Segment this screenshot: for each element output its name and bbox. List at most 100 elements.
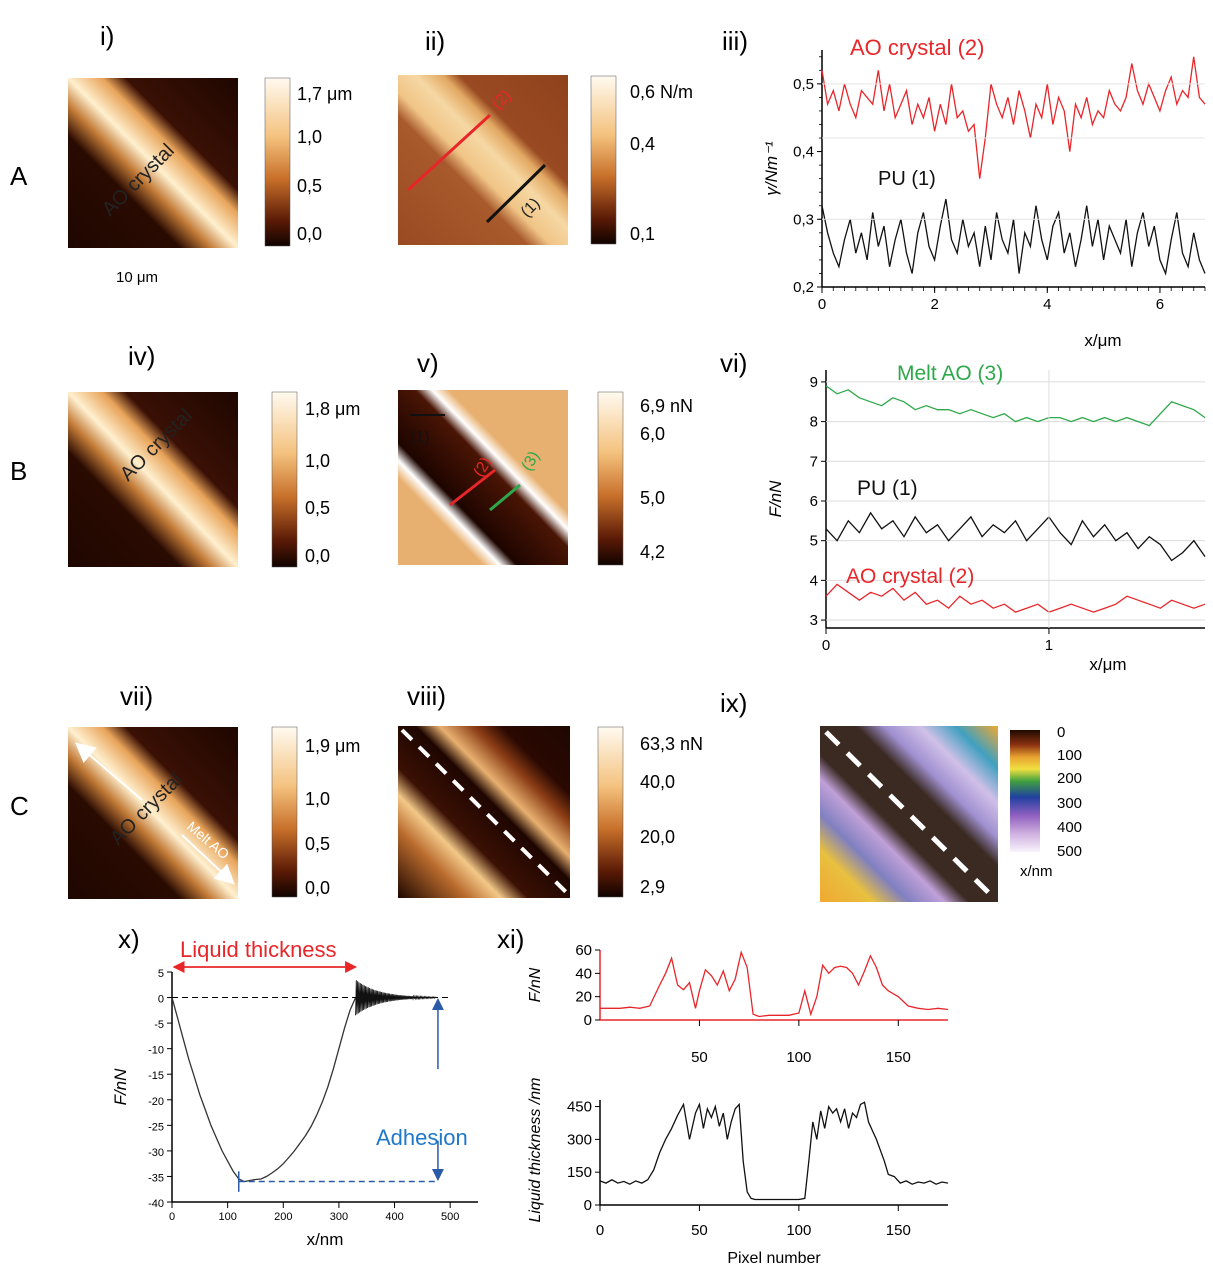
series-line <box>599 1101 949 1201</box>
x-tick-label: 300 <box>330 1211 348 1223</box>
cbar-v-tick: 5,0 <box>640 488 665 508</box>
x-tick-label: 500 <box>441 1211 459 1223</box>
afm-image-iv: AO crystal <box>68 392 238 567</box>
x-axis-label: x/nm <box>307 1230 344 1249</box>
cbar-vii-tick: 1,9 μm <box>305 736 360 756</box>
y-tick-label: 0,5 <box>793 76 814 93</box>
panel-label-x: x) <box>118 924 140 954</box>
oscillation-line <box>355 980 437 1016</box>
y-axis-label: F/nN <box>111 1068 130 1106</box>
x-axis-label: x/μm <box>1089 655 1126 674</box>
cbar-v-tick: 6,0 <box>640 424 665 444</box>
colorbar-viii: 63,3 nN 40,0 20,0 2,9 <box>597 726 703 898</box>
y-tick-label: 0 <box>584 1012 592 1029</box>
cbar-vii-tick: 0,5 <box>305 834 330 854</box>
cbar-iv-tick: 1,8 μm <box>305 399 360 419</box>
colorbar-ii: 0,6 N/m 0,4 0,1 <box>590 75 693 245</box>
row-label-c: C <box>10 791 29 821</box>
series-line <box>825 511 1206 562</box>
x-tick-label: 100 <box>218 1211 236 1223</box>
y-tick-label: 0,4 <box>793 144 814 161</box>
series-line <box>821 198 1206 276</box>
y-tick-label: 300 <box>567 1131 592 1148</box>
series-label-pu: PU (1) <box>857 477 918 500</box>
y-tick-label: 40 <box>575 965 592 982</box>
y-tick-label: 5 <box>158 968 164 980</box>
x-tick-label: 150 <box>886 1222 911 1239</box>
x-tick-label: 50 <box>691 1049 708 1066</box>
cbar-i-tick: 0,5 <box>297 176 322 196</box>
y-tick-label: -5 <box>154 1019 164 1031</box>
colorbar-i: 1,7 μm 1,0 0,5 0,0 <box>264 77 352 247</box>
cbar-ii-tick: 0,6 N/m <box>630 82 693 102</box>
cbar-viii-tick: 20,0 <box>640 827 675 847</box>
cbar-ii-tick: 0,4 <box>630 134 655 154</box>
series-label-pu: PU (1) <box>878 168 936 190</box>
x-tick-label: 100 <box>786 1049 811 1066</box>
panel-label-vii: vii) <box>120 681 153 711</box>
y-tick-label: 0 <box>584 1197 592 1214</box>
y-tick-label: -25 <box>148 1121 164 1133</box>
panel-label-ii: ii) <box>425 26 445 56</box>
cbar-ix-unit: x/nm <box>1020 863 1053 880</box>
series-line <box>821 56 1206 179</box>
y-axis-label: F/nN <box>527 967 544 1002</box>
y-axis-label: γ/Nm⁻¹ <box>762 141 781 196</box>
panel-label-viii: viii) <box>407 681 446 711</box>
panel-label-vi: vi) <box>720 348 747 378</box>
y-axis-label: Liquid thickness /nm <box>527 1078 544 1223</box>
y-tick-label: 5 <box>810 533 818 550</box>
x-tick-label: 1 <box>1045 637 1053 654</box>
y-tick-label: 150 <box>567 1164 592 1181</box>
row-label-b: B <box>10 456 27 486</box>
colorbar-v: 6,9 nN 6,0 5,0 4,2 <box>597 391 693 566</box>
y-tick-label: -15 <box>148 1070 164 1082</box>
panel-label-ix: ix) <box>720 688 747 718</box>
cbar-ix-tick: 0 <box>1057 724 1065 741</box>
adhesion-label: Adhesion <box>376 1125 468 1150</box>
series-line <box>825 385 1206 427</box>
x-tick-label: 0 <box>818 296 826 313</box>
cbar-vii-tick: 1,0 <box>305 789 330 809</box>
afm-image-ii: (2) (1) <box>398 75 568 245</box>
cbar-ix-tick: 200 <box>1057 770 1082 787</box>
liquid-thickness-label: Liquid thickness <box>180 937 337 962</box>
series-line <box>600 950 949 1018</box>
colorbar-ix: 0 100 200 300 400 500 x/nm <box>1010 724 1082 880</box>
afm-image-vii: AO crystal Melt AO <box>68 727 238 899</box>
y-tick-label: 450 <box>567 1099 592 1116</box>
cbar-i-tick: 1,7 μm <box>297 84 352 104</box>
y-tick-label: -20 <box>148 1096 164 1108</box>
cbar-v-tick: 6,9 nN <box>640 396 693 416</box>
y-tick-label: 60 <box>575 942 592 959</box>
cbar-iv-tick: 0,0 <box>305 546 330 566</box>
colorbar-iv: 1,8 μm 1,0 0,5 0,0 <box>271 391 360 568</box>
y-tick-label: 8 <box>810 414 818 431</box>
afm-image-v: (1) (2) (3) <box>398 390 568 565</box>
y-tick-label: 0,2 <box>793 279 814 296</box>
y-tick-label: 7 <box>810 453 818 470</box>
y-tick-label: 20 <box>575 989 592 1006</box>
y-tick-label: -30 <box>148 1147 164 1159</box>
chart-xi-top: 0 20 40 60 50 100 150 F/nN <box>527 942 949 1066</box>
series-line <box>171 997 357 1183</box>
y-tick-label: -40 <box>148 1198 164 1210</box>
series-label-ao-crystal: AO crystal (2) <box>846 565 974 588</box>
afm-image-ix <box>820 726 998 902</box>
x-tick-label: 50 <box>691 1222 708 1239</box>
panel-label-xi: xi) <box>497 924 524 954</box>
x-tick-label: 150 <box>886 1049 911 1066</box>
colorbar-vii: 1,9 μm 1,0 0,5 0,0 <box>271 726 360 898</box>
cbar-viii-tick: 63,3 nN <box>640 734 703 754</box>
cbar-ix-tick: 400 <box>1057 819 1082 836</box>
chart-vi: 3 4 5 6 7 8 9 0 1 x/μm F/nN Melt AO (3) PU (1) AO cry… <box>766 362 1206 674</box>
cbar-ix-tick: 100 <box>1057 747 1082 764</box>
cbar-ii-tick: 0,1 <box>630 224 655 244</box>
y-tick-label: 3 <box>810 612 818 629</box>
y-tick-label: -10 <box>148 1045 164 1057</box>
x-tick-label: 0 <box>822 637 830 654</box>
series-line <box>825 583 1206 613</box>
cbar-viii-tick: 40,0 <box>640 772 675 792</box>
line-label-1-v: (1) <box>410 429 430 446</box>
y-tick-label: 9 <box>810 374 818 391</box>
